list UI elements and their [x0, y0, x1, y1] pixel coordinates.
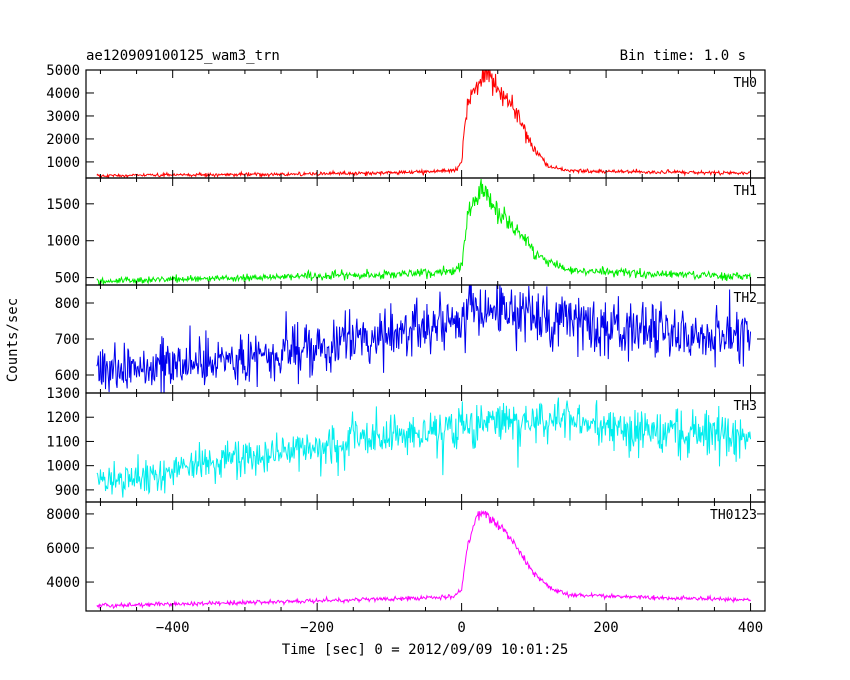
- y-tick-label: 4000: [46, 86, 80, 102]
- panel-frame: [85, 392, 766, 503]
- panel-th0123: 4000 6000 8000 TH0123: [46, 501, 766, 612]
- y-tick-label: 1200: [46, 410, 80, 426]
- y-tick-label: 1500: [46, 197, 80, 213]
- y-tick-label: 900: [55, 483, 80, 499]
- y-tick-label: 3000: [46, 109, 80, 125]
- y-tick-label: 4000: [46, 575, 80, 591]
- y-tick-label: 1000: [46, 155, 80, 171]
- panel-th2: 600 700 800 TH2: [55, 284, 766, 394]
- panel-th1: 500 1000 1500 TH1: [46, 177, 766, 287]
- series-label-th0: TH0: [734, 76, 757, 91]
- y-tick-label: 500: [55, 271, 80, 287]
- y-tick-label: 800: [55, 296, 80, 312]
- panel-th3: 900 1000 1100 1200 1300 TH3: [46, 386, 766, 503]
- series-label-th1: TH1: [734, 184, 757, 199]
- series-label-th0123: TH0123: [710, 508, 757, 523]
- panel-frame: [85, 501, 766, 612]
- y-tick-label: 1000: [46, 234, 80, 250]
- x-tick-label: 0: [457, 620, 465, 636]
- panel-th0: 1000 2000 3000 4000 5000 TH0: [46, 63, 766, 179]
- y-tick-label: 1100: [46, 434, 80, 450]
- y-tick-label: 1300: [46, 386, 80, 402]
- panel-frame: [85, 69, 766, 179]
- y-tick-label: 8000: [46, 507, 80, 523]
- y-tick-label: 5000: [46, 63, 80, 79]
- series-line-th0123: [96, 509, 751, 610]
- series-label-th3: TH3: [734, 399, 757, 414]
- bin-time-label: Bin time: 1.0 s: [620, 48, 746, 64]
- series-line-th1: [96, 178, 752, 285]
- chart-title: ae120909100125_wam3_trn: [86, 48, 280, 64]
- x-tick-label: 400: [738, 620, 763, 636]
- series-line-th0: [96, 70, 751, 178]
- y-tick-label: 2000: [46, 132, 80, 148]
- y-tick-label: 1000: [46, 459, 80, 475]
- series-line-th2: [96, 285, 752, 393]
- x-tick-label: 200: [593, 620, 618, 636]
- x-tick-label: −400: [156, 620, 190, 636]
- x-tick-label: −200: [300, 620, 334, 636]
- y-tick-label: 6000: [46, 541, 80, 557]
- y-axis-label: Counts/sec: [5, 298, 21, 382]
- series-line-th3: [96, 397, 752, 498]
- y-tick-label: 700: [55, 332, 80, 348]
- panels-group: 10002000300040005000TH050010001500TH1600…: [46, 63, 766, 636]
- y-tick-label: 600: [55, 368, 80, 384]
- series-label-th2: TH2: [734, 291, 757, 306]
- x-axis-label: Time [sec] 0 = 2012/09/09 10:01:25: [282, 642, 569, 658]
